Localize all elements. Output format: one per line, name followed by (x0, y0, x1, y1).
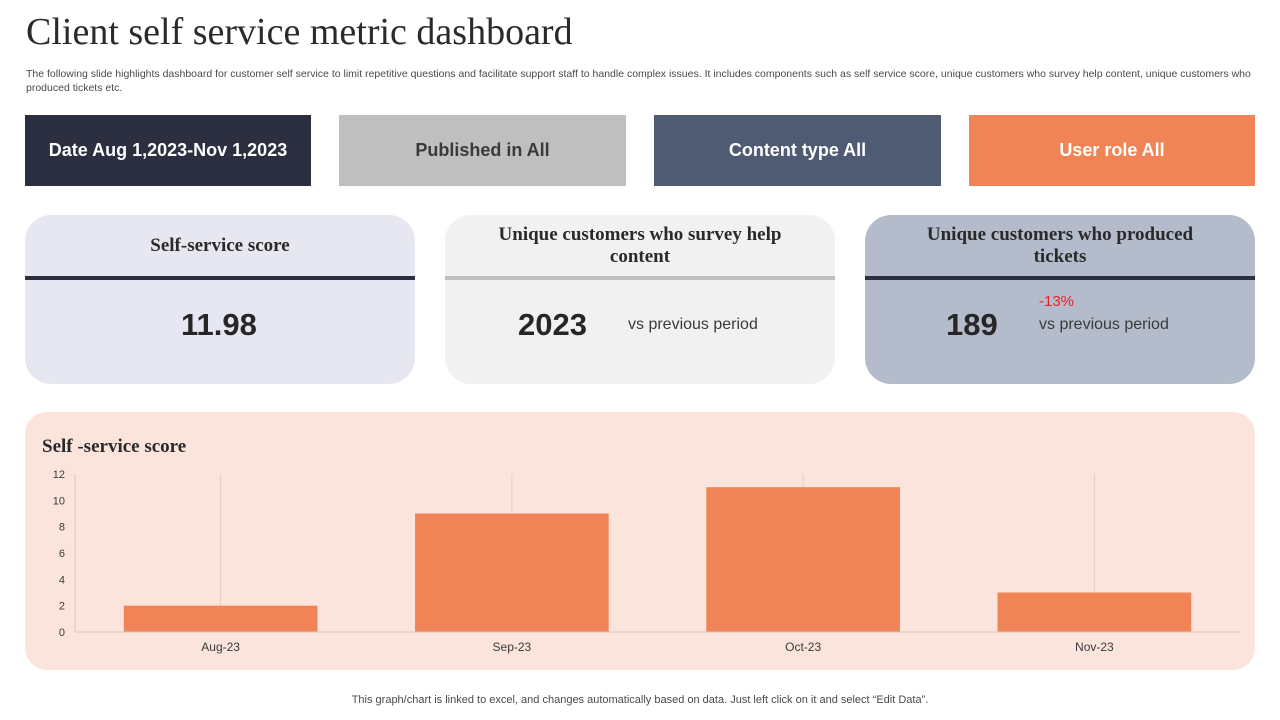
survey-customers-card: Unique customers who survey help content… (445, 215, 835, 384)
card-title: Unique customers who produced tickets (926, 223, 1194, 267)
y-tick-label: 8 (59, 522, 65, 534)
footer-note: This graph/chart is linked to excel, and… (351, 694, 929, 706)
y-tick-label: 10 (53, 495, 65, 507)
card-title: Self-service score (150, 234, 290, 256)
date-filter[interactable]: Date Aug 1,2023-Nov 1,2023 (25, 115, 311, 186)
card-divider (25, 276, 415, 280)
card-divider (445, 276, 835, 280)
content-type-filter[interactable]: Content type All (654, 115, 941, 186)
change-badge: -13% (1039, 293, 1075, 310)
x-tick-label: Aug-23 (201, 640, 240, 654)
y-tick-label: 12 (53, 469, 65, 481)
bar (415, 513, 609, 632)
y-tick-label: 2 (59, 601, 65, 613)
x-tick-label: Nov-23 (1075, 640, 1114, 654)
comparison-label: vs previous period (628, 316, 758, 333)
y-tick-label: 4 (59, 574, 65, 586)
self-service-score-card: Self-service score 11.98 (25, 215, 415, 384)
published-filter[interactable]: Published in All (339, 115, 626, 186)
bar (706, 487, 900, 632)
bar (123, 605, 318, 632)
bar-chart: 0 2 4 6 8 10 12 Aug-23 Sep-23 Oct-23 Nov-23 (53, 469, 1240, 654)
self-service-chart-panel: Self -service score 0 2 4 6 8 10 12 Aug-23 Sep-2… (25, 412, 1255, 670)
card-divider (865, 276, 1255, 280)
tickets-value: 189 (946, 307, 998, 342)
x-tick-label: Sep-23 (493, 640, 532, 654)
page-description: The following slide highlights dashboard… (26, 68, 1251, 94)
ticket-customers-card: Unique customers who produced tickets 18… (865, 215, 1255, 384)
y-tick-label: 0 (59, 627, 65, 639)
score-value: 11.98 (181, 307, 257, 342)
x-tick-label: Oct-23 (785, 640, 821, 654)
user-role-filter[interactable]: User role All (969, 115, 1255, 186)
page-title: Client self service metric dashboard (26, 11, 573, 53)
survey-value: 2023 (518, 307, 587, 342)
card-title: Unique customers who survey help content (498, 223, 782, 267)
y-tick-label: 6 (59, 548, 65, 560)
comparison-label: vs previous period (1039, 316, 1169, 333)
bar (997, 592, 1192, 632)
chart-title: Self -service score (42, 436, 187, 457)
